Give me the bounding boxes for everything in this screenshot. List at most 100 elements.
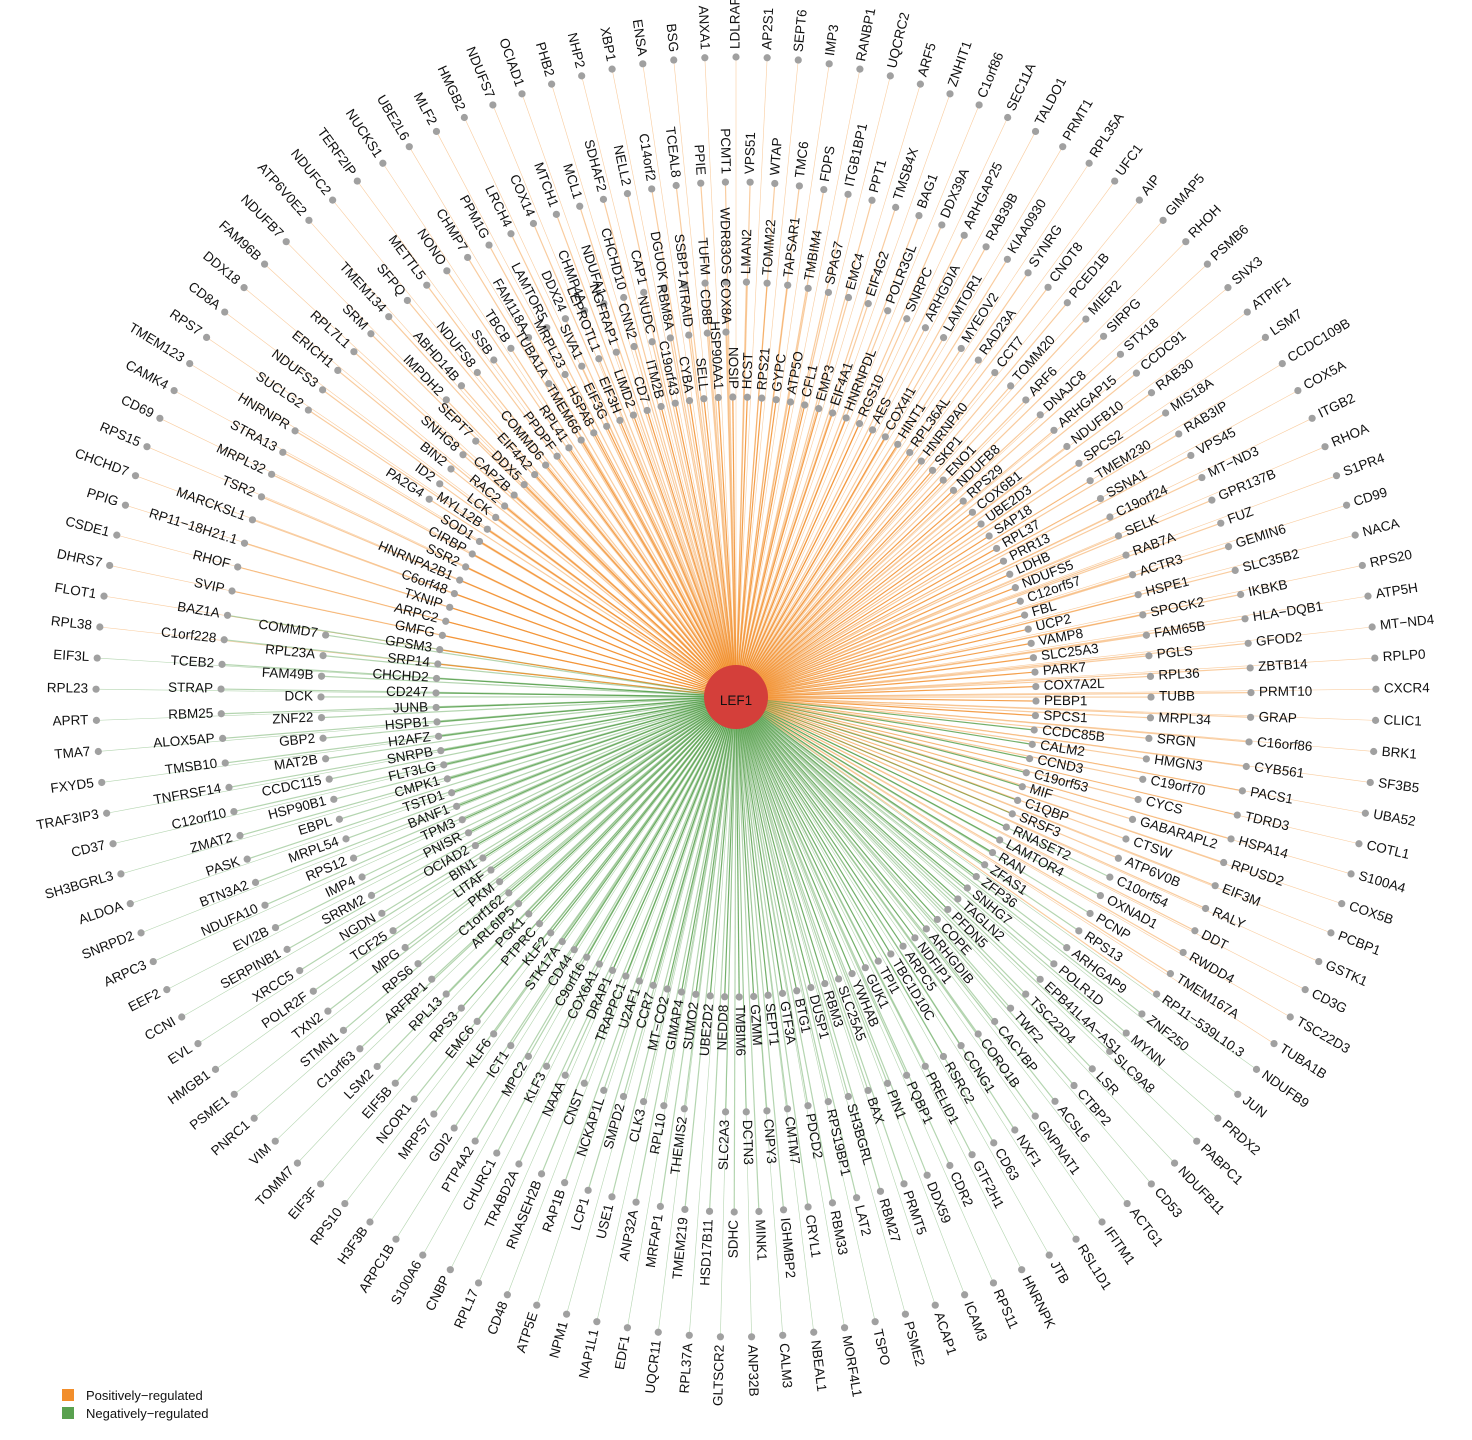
node-ppt1[interactable]	[868, 197, 875, 204]
node-sept1[interactable]	[765, 992, 772, 999]
node-atp5o[interactable]	[787, 398, 794, 405]
node-csde1[interactable]	[113, 532, 120, 539]
node-sell[interactable]	[700, 395, 707, 402]
node-prmt5[interactable]	[900, 1180, 907, 1187]
node-commd7[interactable]	[322, 631, 329, 638]
node-themis2[interactable]	[681, 1105, 688, 1112]
node-tceb2[interactable]	[218, 661, 225, 668]
node-rwdd4[interactable]	[1180, 949, 1187, 956]
node-uba52[interactable]	[1362, 810, 1369, 817]
node-anp32b[interactable]	[748, 1333, 755, 1340]
node-ppdpf[interactable]	[553, 453, 560, 460]
node-polr3gl[interactable]	[884, 307, 891, 314]
node-eif5b[interactable]	[392, 1080, 399, 1087]
node-banf1[interactable]	[453, 803, 460, 810]
node-edf1[interactable]	[624, 1324, 631, 1331]
node-pqbp1[interactable]	[903, 1072, 910, 1079]
node-prmt1[interactable]	[1059, 143, 1066, 150]
node-jun[interactable]	[1234, 1091, 1241, 1098]
node-eif3l[interactable]	[94, 654, 101, 661]
node-rap1b[interactable]	[561, 1179, 568, 1186]
node-c1orf63[interactable]	[356, 1045, 363, 1052]
node-oxnad1[interactable]	[1097, 892, 1104, 899]
node-arf6[interactable]	[1022, 396, 1029, 403]
node-marcksl1[interactable]	[249, 516, 256, 523]
node-klf3[interactable]	[543, 1063, 550, 1070]
node-rab3ip[interactable]	[1175, 430, 1182, 437]
node-rpl23[interactable]	[92, 686, 99, 693]
node-snx3[interactable]	[1224, 284, 1231, 291]
node-fdps[interactable]	[820, 186, 827, 193]
node-ndfip1[interactable]	[911, 934, 918, 941]
node-ebpl[interactable]	[336, 816, 343, 823]
node-ndufb8[interactable]	[950, 487, 957, 494]
node-itgb1bp1[interactable]	[844, 191, 851, 198]
node-ddt[interactable]	[1191, 927, 1198, 934]
node-tcf25[interactable]	[389, 927, 396, 934]
node-eif4a2[interactable]	[531, 471, 538, 478]
node-eef2[interactable]	[163, 986, 170, 993]
node-hnrnpr[interactable]	[291, 427, 298, 434]
node-calm3[interactable]	[779, 1332, 786, 1339]
node-arl6ip5[interactable]	[515, 900, 522, 907]
node-mcl1[interactable]	[576, 203, 583, 210]
node-gdi2[interactable]	[451, 1124, 458, 1131]
node-txnip[interactable]	[446, 604, 453, 611]
node-pcbp1[interactable]	[1327, 929, 1334, 936]
node-zmat2[interactable]	[236, 832, 243, 839]
node-ccnd3[interactable]	[1026, 755, 1033, 762]
node-rpl37a[interactable]	[686, 1332, 693, 1339]
node-h3f3b[interactable]	[366, 1218, 373, 1225]
node-mif[interactable]	[1019, 783, 1026, 790]
node-ran[interactable]	[989, 849, 996, 856]
node-ppie[interactable]	[697, 180, 704, 187]
node-c19orf53[interactable]	[1023, 769, 1030, 776]
node-sirpg[interactable]	[1100, 333, 1107, 340]
node-mis18a[interactable]	[1162, 409, 1169, 416]
node-ccdc115[interactable]	[326, 776, 333, 783]
node-arhgap25[interactable]	[961, 232, 968, 239]
node-ywhab[interactable]	[848, 970, 855, 977]
node-cmpk1[interactable]	[444, 775, 451, 782]
node-snrpd2[interactable]	[137, 929, 144, 936]
node-actg1[interactable]	[1124, 1200, 1131, 1207]
node-tapsar1[interactable]	[784, 282, 791, 289]
node-chchd10[interactable]	[620, 294, 627, 301]
node-srm[interactable]	[367, 330, 374, 337]
node-ldlrap1[interactable]	[732, 53, 739, 60]
node-tbcb[interactable]	[507, 345, 514, 352]
node-nucks1[interactable]	[379, 160, 386, 167]
node-tomm22[interactable]	[763, 280, 770, 287]
node-c1orf86[interactable]	[976, 101, 983, 108]
node-rp11-539l10-3[interactable]	[1153, 991, 1160, 998]
node-nedd8[interactable]	[721, 993, 728, 1000]
node-nudc[interactable]	[649, 338, 656, 345]
node-cotl1[interactable]	[1355, 840, 1362, 847]
node-tnfrsf14[interactable]	[225, 784, 232, 791]
node-ncor1[interactable]	[411, 1095, 418, 1102]
node-eno1[interactable]	[940, 477, 947, 484]
node-chchd2[interactable]	[433, 675, 440, 682]
node-pnisr[interactable]	[465, 829, 472, 836]
node-pfdn5[interactable]	[944, 906, 951, 913]
node-ppig[interactable]	[122, 502, 129, 509]
node-tmem134[interactable]	[385, 313, 392, 320]
node-ranbp1[interactable]	[856, 66, 863, 73]
node-serpinb1[interactable]	[283, 946, 290, 953]
node-rpl10[interactable]	[660, 1102, 667, 1109]
node-ccng1[interactable]	[957, 1042, 964, 1049]
node-sh3bgrl[interactable]	[845, 1093, 852, 1100]
node-cox5a[interactable]	[1294, 387, 1301, 394]
node-ddx18[interactable]	[240, 284, 247, 291]
node-ndufb10[interactable]	[1063, 443, 1070, 450]
node-rac2[interactable]	[501, 502, 508, 509]
node-hnrnpa0[interactable]	[918, 458, 925, 465]
node-rps7[interactable]	[203, 334, 210, 341]
node-stmn1[interactable]	[340, 1027, 347, 1034]
node-mink1[interactable]	[755, 1208, 762, 1215]
node-mrpl23[interactable]	[561, 371, 568, 378]
node-commd6[interactable]	[542, 462, 549, 469]
node-c6orf48[interactable]	[451, 590, 458, 597]
node-gemin6[interactable]	[1225, 543, 1232, 550]
node-clic1[interactable]	[1372, 717, 1379, 724]
